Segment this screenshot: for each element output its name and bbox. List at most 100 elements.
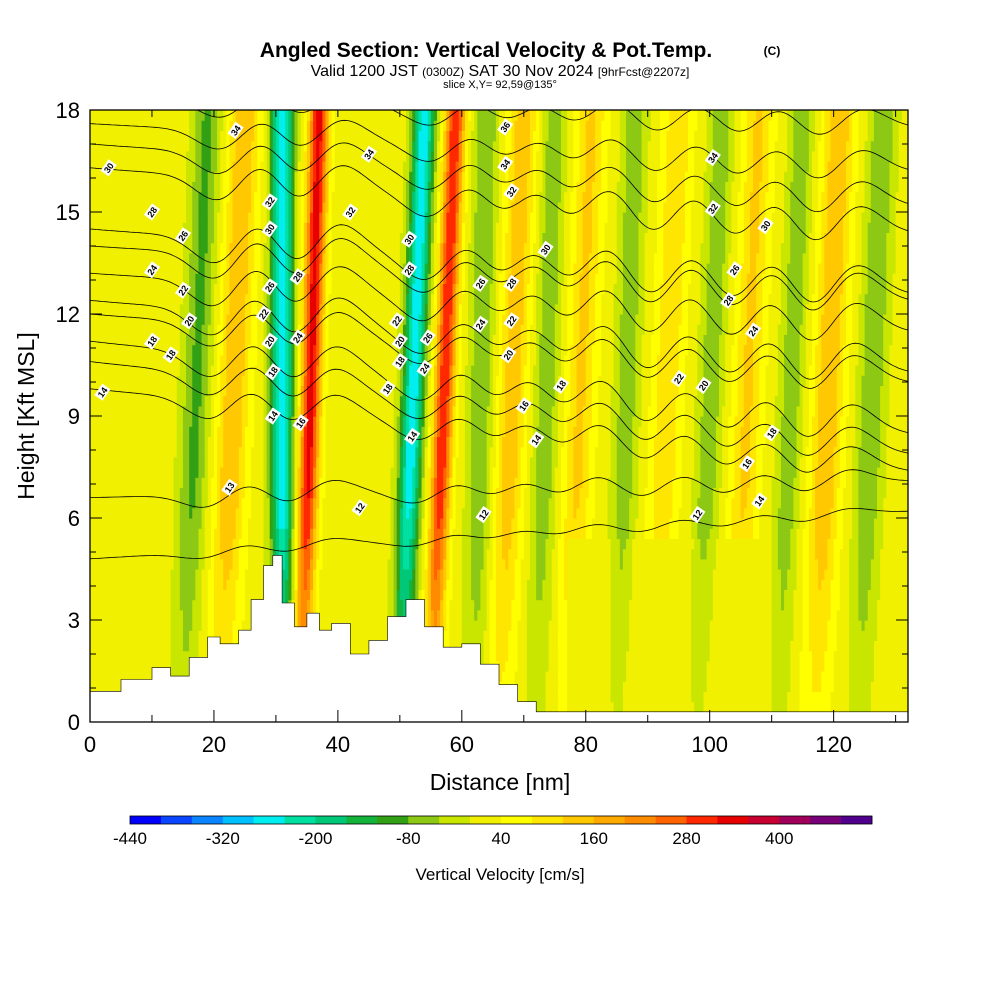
velocity-cell (421, 273, 426, 284)
velocity-cell (331, 263, 401, 274)
velocity-cell (619, 354, 636, 366)
velocity-cell (427, 314, 432, 325)
velocity-cell (805, 232, 810, 244)
velocity-cell (712, 507, 720, 519)
velocity-cell (220, 395, 224, 407)
velocity-cell (827, 181, 847, 193)
velocity-cell (210, 150, 218, 162)
velocity-cell (554, 518, 562, 529)
velocity-cell (263, 518, 271, 529)
velocity-cell (430, 446, 435, 458)
velocity-cell (731, 354, 739, 366)
velocity-cell (551, 609, 559, 621)
velocity-cell (319, 477, 327, 488)
velocity-cell (322, 405, 327, 417)
velocity-cell (595, 161, 602, 172)
velocity-cell (427, 222, 432, 233)
velocity-cell (564, 212, 571, 223)
velocity-cell (499, 181, 503, 193)
velocity-cell (722, 263, 729, 274)
velocity-cell (275, 446, 280, 458)
velocity-cell (576, 507, 587, 519)
velocity-cell (756, 436, 767, 448)
velocity-cell (424, 528, 429, 539)
velocity-cell (443, 161, 447, 172)
velocity-cell (427, 426, 432, 437)
velocity-cell (796, 405, 804, 417)
velocity-cell (548, 660, 559, 672)
velocity-cell (415, 467, 420, 478)
velocity-cell (573, 456, 584, 468)
velocity-cell (858, 171, 866, 182)
velocity-cell (495, 518, 503, 529)
velocity-cell (279, 212, 286, 223)
velocity-cell (297, 405, 302, 417)
velocity-cell (455, 273, 460, 284)
velocity-cell (815, 222, 822, 233)
velocity-cell (387, 609, 395, 621)
velocity-cell (811, 303, 819, 315)
velocity-cell (322, 558, 389, 570)
velocity-cell (232, 181, 252, 193)
velocity-cell (830, 609, 838, 621)
velocity-cell (269, 303, 274, 315)
velocity-cell (570, 344, 578, 356)
velocity-cell (849, 589, 860, 601)
velocity-cell (186, 212, 193, 223)
velocity-cell (393, 385, 401, 397)
velocity-cell (725, 497, 732, 509)
velocity-cell (663, 252, 683, 264)
velocity-cell (718, 344, 726, 356)
velocity-cell (291, 426, 296, 437)
velocity-cell (799, 487, 807, 499)
velocity-cell (502, 436, 519, 448)
velocity-cell (294, 344, 299, 356)
velocity-cell (418, 569, 423, 580)
velocity-cell (728, 171, 736, 182)
velocity-cell (849, 232, 856, 244)
velocity-cell (743, 242, 751, 254)
velocity-cell (217, 507, 221, 519)
velocity-cell (499, 405, 506, 417)
velocity-cell (526, 314, 534, 325)
velocity-cell (260, 242, 265, 254)
velocity-cell (285, 426, 289, 437)
velocity-cell (421, 456, 426, 468)
velocity-cell (607, 191, 618, 203)
velocity-cell (433, 385, 438, 397)
velocity-cell (808, 365, 816, 376)
velocity-cell (499, 477, 503, 488)
velocity-cell (179, 365, 187, 376)
velocity-cell (892, 293, 908, 305)
velocity-cell (486, 477, 491, 488)
velocity-cell (579, 161, 587, 172)
velocity-cell (743, 395, 754, 407)
velocity-cell (217, 477, 221, 488)
velocity-cell (300, 375, 305, 386)
velocity-cell (529, 334, 537, 346)
velocity-cell (257, 171, 262, 182)
velocity-cell (635, 518, 646, 529)
velocity-cell (186, 344, 193, 356)
velocity-cell (90, 405, 178, 417)
velocity-cell (889, 395, 908, 407)
velocity-cell (226, 252, 231, 264)
velocity-cell (291, 487, 296, 499)
velocity-cell (275, 293, 280, 305)
velocity-cell (446, 405, 451, 417)
velocity-cell (90, 548, 175, 560)
velocity-cell (396, 324, 404, 335)
velocity-cell (449, 405, 454, 417)
velocity-cell (319, 630, 389, 641)
velocity-cell (536, 579, 543, 590)
velocity-cell (207, 222, 215, 233)
velocity-cell (502, 456, 519, 468)
velocity-cell (489, 487, 494, 499)
velocity-cell (263, 528, 271, 539)
velocity-cell (718, 497, 726, 509)
velocity-cell (433, 293, 438, 305)
velocity-cell (461, 365, 466, 376)
velocity-cell (495, 569, 516, 580)
velocity-cell (449, 314, 454, 325)
velocity-cell (238, 446, 246, 458)
